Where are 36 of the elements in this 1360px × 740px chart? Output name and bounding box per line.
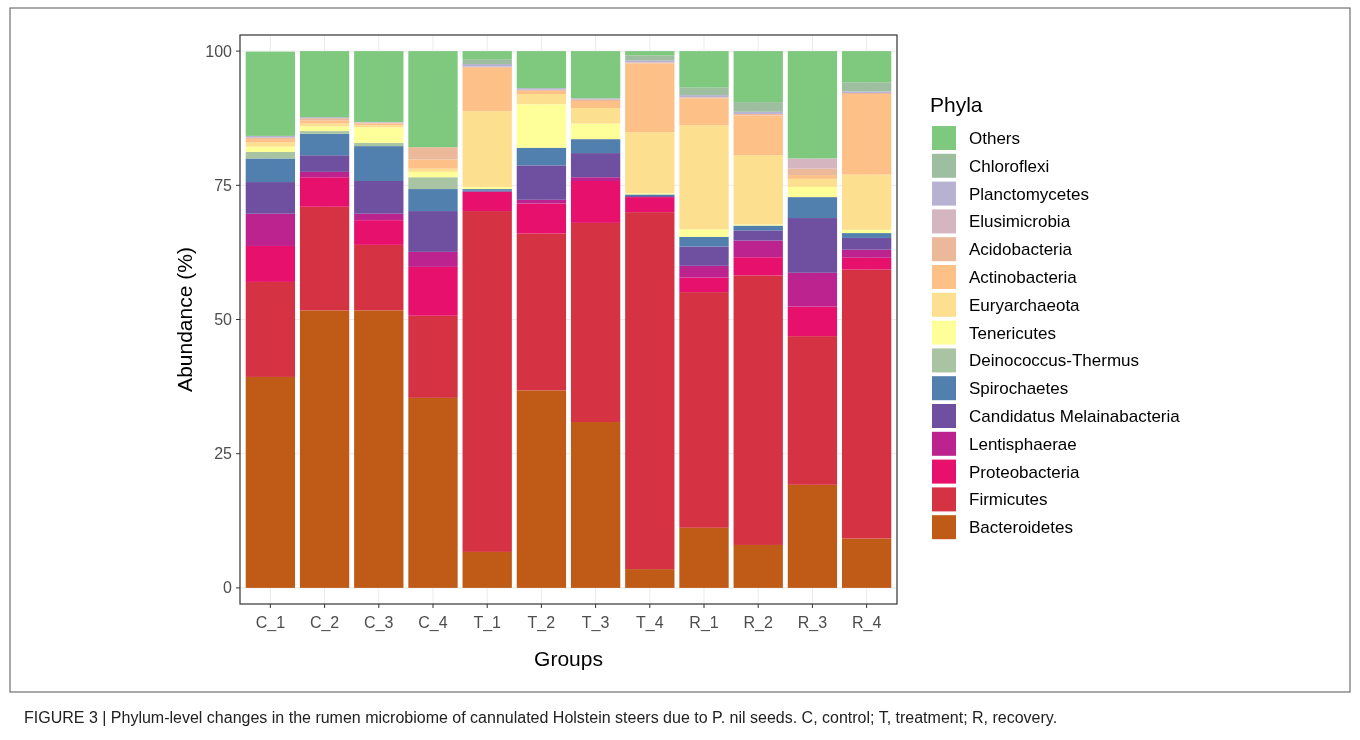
x-tick-label: T_3 <box>581 614 610 632</box>
legend-title: Phyla <box>930 93 983 116</box>
legend-label: Lentisphaerae <box>969 434 1077 454</box>
legend-label: Candidatus Melainabacteria <box>969 406 1181 426</box>
legend-label: Euryarchaeota <box>969 295 1081 315</box>
x-axis-title: Groups <box>534 647 603 670</box>
legend-label: Spirochaetes <box>969 379 1069 399</box>
y-tick-label: 25 <box>214 445 233 463</box>
x-tick-label: T_4 <box>636 614 664 632</box>
y-tick-label: 75 <box>214 176 233 194</box>
legend-label: Deinococcus-Thermus <box>969 351 1140 371</box>
y-axis-title: Abundance (%) <box>173 247 196 392</box>
x-tick-label: R_2 <box>743 614 773 632</box>
legend-label: Proteobacteria <box>969 462 1081 482</box>
x-tick-label: C_3 <box>364 614 394 632</box>
legend-label: Actinobacteria <box>969 267 1078 287</box>
legend-label: Acidobacteria <box>969 240 1073 260</box>
y-tick-label: 0 <box>223 579 233 597</box>
y-tick-label: 100 <box>205 42 233 60</box>
legend-label: Planctomycetes <box>969 184 1089 204</box>
x-tick-label: C_2 <box>309 614 340 632</box>
legend-label: Bacteroidetes <box>969 518 1073 538</box>
x-tick-label: C_1 <box>255 614 286 632</box>
x-tick-label: R_3 <box>797 614 828 632</box>
legend-label: Elusimicrobia <box>969 212 1071 232</box>
x-tick-label: T_1 <box>473 614 502 632</box>
x-tick-label: T_2 <box>527 614 556 632</box>
legend-label: Firmicutes <box>969 490 1048 510</box>
y-tick-label: 50 <box>214 311 233 329</box>
x-tick-label: R_4 <box>851 614 882 632</box>
caption: FIGURE 3 | Phylum-level changes in the rumen microbiome of cannulated Holstein steers due to P. nil seeds. C, control; T, treatment; R, recovery. <box>24 709 1058 726</box>
legend-label: Others <box>969 128 1021 148</box>
x-tick-label: R_1 <box>689 614 719 632</box>
x-tick-label: C_4 <box>418 614 448 632</box>
legend-label: Tenericutes <box>969 323 1056 343</box>
legend-label: Chloroflexi <box>969 156 1050 176</box>
